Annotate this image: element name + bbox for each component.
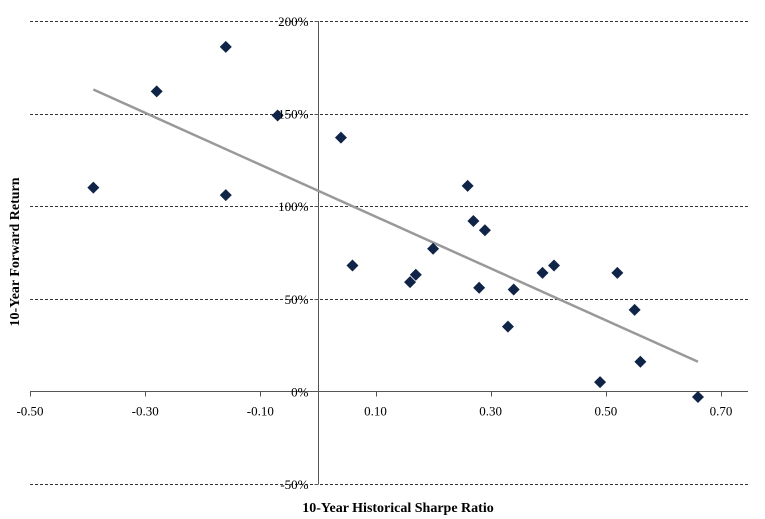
data-point-9	[427, 242, 440, 255]
x-tick-label: 0.10	[364, 404, 387, 419]
data-point-7	[404, 276, 417, 289]
data-point-13	[478, 224, 491, 237]
y-tick-label: -50%	[280, 477, 308, 492]
data-points	[87, 40, 704, 403]
y-tick-label: 150%	[278, 107, 309, 122]
data-point-12	[473, 281, 486, 294]
data-point-2	[219, 40, 232, 53]
x-tick-label: 0.70	[710, 404, 733, 419]
data-point-11	[467, 215, 480, 228]
y-axis-title: 10-Year Forward Return	[8, 177, 23, 326]
x-axis-title: 10-Year Historical Sharpe Ratio	[302, 501, 493, 516]
y-tick-label: 50%	[285, 292, 309, 307]
data-point-18	[594, 376, 607, 389]
x-tick-label: -0.30	[132, 404, 159, 419]
data-point-15	[501, 320, 514, 333]
x-tick-label: 0.30	[479, 404, 502, 419]
trendline	[92, 88, 699, 363]
data-point-1	[150, 85, 163, 98]
data-point-20	[628, 303, 641, 316]
data-point-4	[271, 109, 284, 122]
x-tick-label: -0.10	[247, 404, 274, 419]
data-point-21	[634, 355, 647, 368]
data-point-8	[409, 268, 422, 281]
data-point-0	[87, 181, 100, 194]
data-point-19	[611, 266, 624, 279]
data-point-5	[334, 131, 347, 144]
y-tick-label: 200%	[278, 14, 309, 29]
data-point-17	[548, 259, 561, 272]
axes	[30, 21, 748, 485]
data-point-3	[219, 189, 232, 202]
tick-labels: 200% 150% 100% 50% 0% -50% -0.50 -0.30 -0.10 0.10…	[16, 14, 732, 492]
data-point-10	[461, 179, 474, 192]
data-point-22	[691, 390, 704, 403]
y-tick-label: 0%	[291, 384, 309, 399]
x-tick-label: -0.50	[16, 404, 43, 419]
x-tick-label: 0.50	[594, 404, 617, 419]
y-tick-label: 100%	[278, 199, 309, 214]
data-point-14	[507, 283, 520, 296]
trendline-layer	[92, 88, 699, 363]
data-point-16	[536, 266, 549, 279]
data-point-6	[346, 259, 359, 272]
